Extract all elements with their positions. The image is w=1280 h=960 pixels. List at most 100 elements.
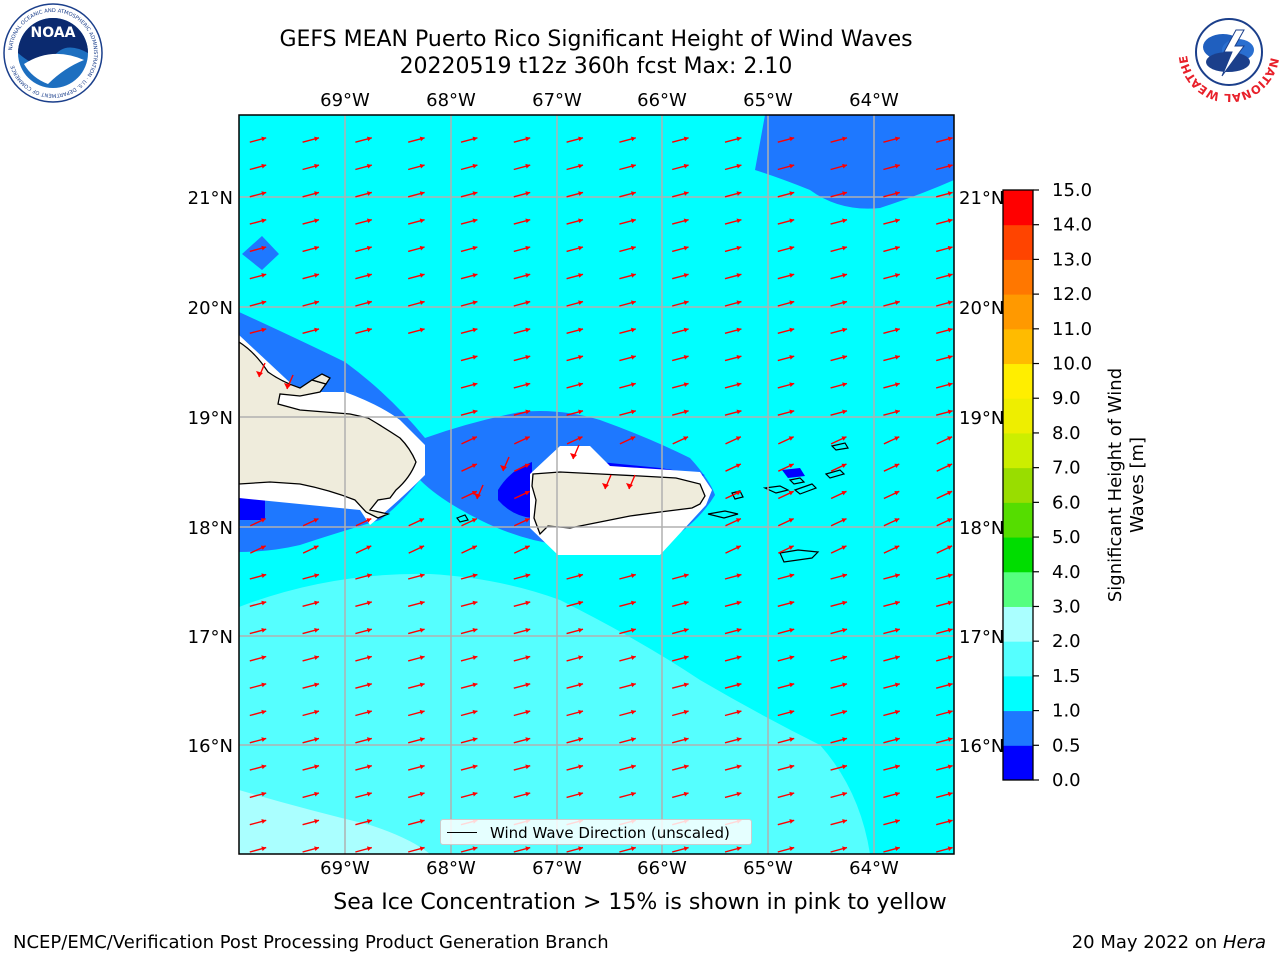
wind-wave-arrow	[777, 300, 795, 307]
wind-wave-arrow	[672, 273, 689, 280]
colorbar-segment	[1003, 641, 1033, 677]
wind-wave-arrow	[883, 573, 900, 580]
wind-wave-arrow	[619, 600, 636, 607]
wind-wave-arrow	[830, 517, 847, 527]
wave-field-0.0-0.5-west-pr	[498, 462, 532, 518]
wind-wave-arrow	[355, 655, 372, 662]
wind-wave-arrow	[830, 355, 848, 362]
wind-wave-arrow	[672, 764, 689, 771]
wind-wave-arrow	[672, 355, 689, 362]
wind-wave-arrow	[936, 163, 953, 171]
wind-wave-arrow	[830, 545, 847, 554]
wind-wave-arrow	[883, 628, 900, 635]
wind-wave-arrow	[566, 218, 584, 225]
lon-label-bottom: 65°W	[743, 858, 793, 879]
wind-wave-arrow	[936, 136, 953, 143]
wind-wave-arrow	[566, 327, 584, 334]
wind-wave-arrow	[249, 327, 267, 334]
wind-wave-arrow	[408, 545, 425, 554]
wind-wave-arrow	[566, 791, 584, 799]
wind-wave-arrow	[619, 655, 636, 662]
wind-wave-arrow	[936, 545, 953, 554]
colorbar-tick-label: 7.0	[1052, 458, 1081, 479]
wind-wave-arrow	[460, 791, 478, 799]
colorbar-segment	[1003, 571, 1033, 607]
wind-wave-arrow	[830, 791, 848, 799]
footer-credit: NCEP/EMC/Verification Post Processing Pr…	[13, 932, 609, 953]
wind-wave-arrow	[513, 273, 531, 280]
wind-wave-arrow	[302, 791, 320, 799]
wind-wave-arrow	[460, 273, 478, 280]
wind-wave-arrow	[249, 191, 267, 198]
lon-label-top: 65°W	[743, 90, 793, 111]
wind-wave-arrow	[777, 791, 795, 799]
wind-wave-arrow	[408, 600, 425, 607]
wind-wave-arrow	[619, 628, 636, 635]
wind-wave-arrow	[883, 327, 900, 334]
wind-wave-arrow	[626, 474, 636, 490]
wind-wave-arrow	[461, 436, 478, 445]
latitude-labels-left: 21°N 20°N 19°N 18°N 17°N 16°N	[188, 188, 233, 757]
wind-wave-arrow	[302, 191, 320, 198]
wind-wave-arrow	[408, 191, 425, 198]
wind-wave-arrow	[777, 709, 795, 717]
colorbar-tick-label: 2.0	[1052, 631, 1081, 652]
wind-wave-arrow	[724, 218, 742, 225]
wind-wave-arrow	[460, 628, 478, 635]
chart-subtitle: 20220519 t12z 360h fcst Max: 2.10	[399, 54, 793, 79]
colorbar-label: Significant Height of WindWaves [m]	[1105, 368, 1148, 602]
wave-field-2.0-3.0	[239, 790, 430, 854]
colorbar: 0.0 0.5 1.0 1.5 2.0 3.0 4.0 5.0 6.0 7.0 8.0 9.0 10.0…	[1002, 180, 1092, 791]
wind-wave-arrow	[408, 709, 425, 717]
wind-wave-arrow	[724, 600, 742, 607]
wind-wave-arrow	[408, 327, 425, 334]
lon-label-bottom: 66°W	[637, 858, 687, 879]
lon-label-bottom: 69°W	[320, 858, 370, 879]
colorbar-segment	[1003, 432, 1033, 469]
colorbar-tick-label: 1.0	[1052, 701, 1081, 722]
wind-wave-arrow	[936, 846, 953, 853]
wind-wave-arrow	[249, 573, 267, 580]
wind-wave-arrow	[883, 819, 900, 826]
wave-field-0.5-1.0-northeast	[755, 115, 954, 209]
wind-wave-arrow	[513, 600, 531, 607]
wind-wave-arrow	[830, 600, 848, 607]
wind-wave-arrow	[460, 846, 478, 853]
colorbar-segment	[1003, 328, 1033, 365]
colorbar-segment	[1003, 259, 1033, 295]
wind-wave-arrow	[777, 737, 795, 744]
wind-wave-arrow	[830, 382, 848, 389]
wind-wave-arrow	[777, 600, 795, 607]
wind-wave-arrow	[566, 764, 584, 771]
wind-wave-arrow	[936, 327, 953, 334]
wind-wave-arrow	[302, 600, 320, 607]
wind-wave-arrow	[355, 628, 372, 635]
colorbar-label-line1: Significant Height of Wind	[1105, 368, 1126, 602]
wind-wave-arrow	[514, 463, 530, 472]
longitude-labels-bottom: 69°W 68°W 67°W 66°W 65°W 64°W	[320, 858, 899, 879]
wind-wave-arrow	[460, 218, 478, 225]
wind-wave-arrow	[778, 436, 794, 445]
wind-wave-arrow	[883, 764, 900, 771]
wind-wave-arrow	[777, 573, 795, 580]
wind-wave-arrow	[883, 545, 900, 554]
wind-wave-arrow	[936, 682, 953, 689]
wind-wave-arrow	[302, 655, 320, 662]
wind-wave-arrow	[619, 218, 636, 225]
wind-wave-arrow	[883, 517, 900, 527]
wind-wave-arrow	[250, 517, 266, 527]
wind-wave-arrow	[460, 163, 478, 171]
wind-wave-arrow	[408, 846, 425, 853]
wind-wave-arrow	[883, 245, 900, 253]
wind-wave-arrow	[830, 655, 848, 662]
colorbar-tick-label: 5.0	[1052, 527, 1081, 548]
wind-wave-arrow	[566, 163, 584, 171]
colorbar-segment	[1003, 675, 1033, 712]
wind-wave-arrow	[936, 490, 953, 500]
wind-wave-arrow	[249, 300, 267, 307]
wind-wave-arrow	[460, 737, 478, 744]
wind-wave-arrow	[513, 136, 531, 143]
wind-wave-arrow	[619, 245, 636, 253]
wind-wave-arrow	[513, 163, 531, 171]
wind-wave-arrow	[672, 300, 689, 307]
